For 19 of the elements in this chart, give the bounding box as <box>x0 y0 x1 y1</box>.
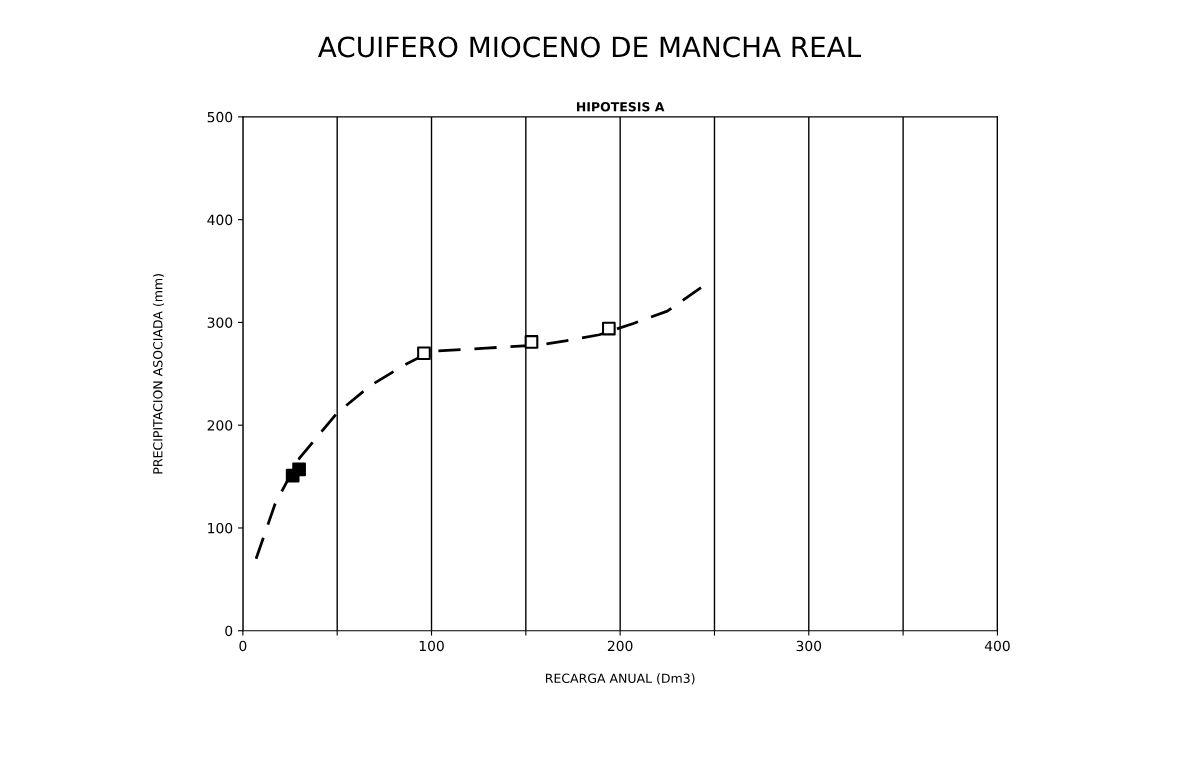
chart-title: ACUIFERO MIOCENO DE MANCHA REAL <box>318 36 862 58</box>
x-tick-label: 100 <box>419 640 444 652</box>
x-tick-label: 400 <box>984 640 1010 652</box>
y-axis-title: PRECIPITACION ASOCIADA (mm) <box>152 274 165 474</box>
y-tick-label: 100 <box>208 522 233 534</box>
x-tick-label: 300 <box>796 640 822 652</box>
y-tick-label: 300 <box>207 317 233 328</box>
y-tick-label: 0 <box>225 625 233 637</box>
x-axis-title: RECARGA ANUAL (Dm3) <box>545 673 695 685</box>
y-tick-label: 500 <box>207 111 233 123</box>
y-tick-label: 200 <box>207 420 233 431</box>
point <box>292 462 306 477</box>
y-tick-label: 400 <box>207 214 233 226</box>
point <box>601 321 616 336</box>
point <box>524 335 539 349</box>
chart-subtitle: HIPOTESIS A <box>576 102 665 112</box>
point <box>417 346 431 361</box>
x-tick-label: 200 <box>607 640 633 652</box>
x-tick-label: 0 <box>239 640 247 652</box>
